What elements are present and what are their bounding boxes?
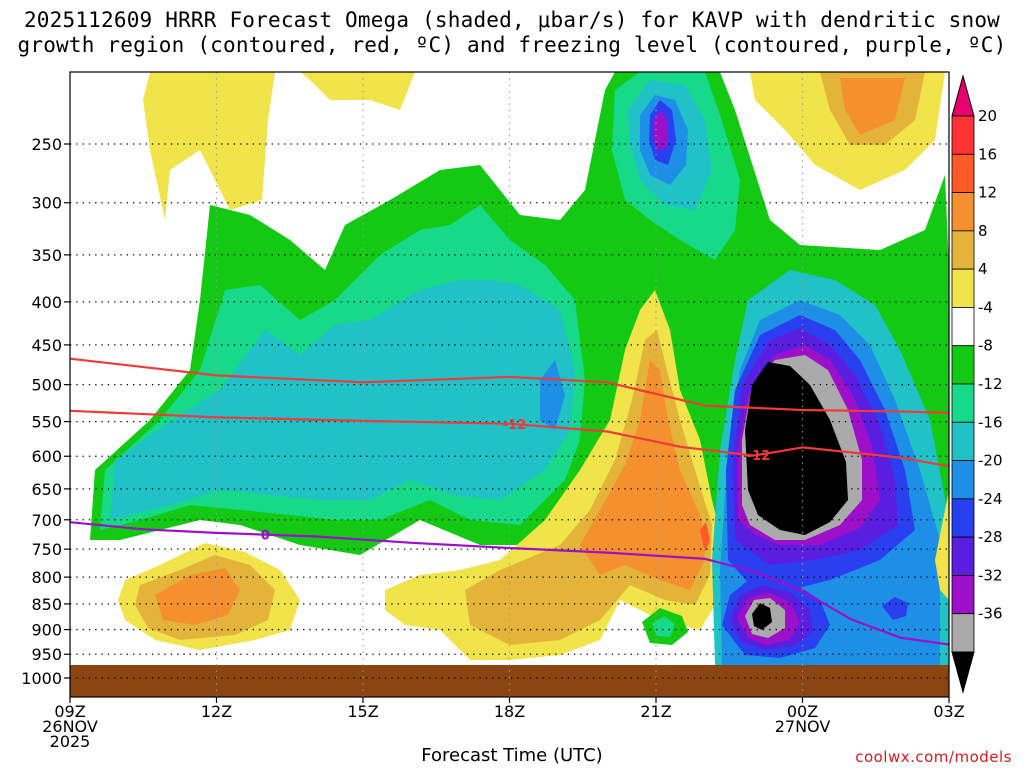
colorbar-swatch bbox=[951, 613, 975, 653]
colorbar-label: -36 bbox=[978, 605, 1003, 623]
colorbar-swatch bbox=[951, 307, 975, 347]
contour-label-freezing: 0 bbox=[261, 529, 270, 544]
field-region-lowlevel-right-darkblue bbox=[882, 597, 908, 620]
field-region-21z-sinking-red bbox=[700, 522, 710, 552]
colorbar-swatch bbox=[951, 575, 975, 615]
field-region-upper-lift-purple bbox=[654, 110, 668, 152]
x-tick-label: 12Z bbox=[201, 702, 232, 721]
y-tick-label: 650 bbox=[31, 480, 62, 499]
y-tick-label: 500 bbox=[31, 376, 62, 395]
chart-title-line2: growth region (contoured, red, ºC) and f… bbox=[17, 33, 1007, 57]
colorbar-swatch bbox=[951, 421, 975, 461]
field-region-upper-right-inner bbox=[840, 78, 905, 135]
colorbar-top-arrow bbox=[951, 74, 975, 117]
x-tick-label: 2025 bbox=[50, 732, 91, 751]
colorbar-label: -24 bbox=[978, 490, 1003, 508]
x-tick-label: 00Z bbox=[787, 702, 818, 721]
y-tick-label: 1000 bbox=[21, 669, 62, 688]
field-region-upper-left-sinking bbox=[143, 72, 275, 220]
colorbar-label: 12 bbox=[978, 184, 997, 202]
colorbar-label: 8 bbox=[978, 222, 988, 240]
field-region-lowlevel-sinking-orange bbox=[155, 568, 240, 625]
colorbar-swatch bbox=[951, 153, 975, 193]
field-region-lowlevel-lift-black bbox=[752, 603, 772, 630]
x-tick-label: 21Z bbox=[640, 702, 671, 721]
y-tick-label: 400 bbox=[31, 293, 62, 312]
y-tick-label: 450 bbox=[31, 336, 62, 355]
y-tick-label: 850 bbox=[31, 595, 62, 614]
field-region-mid-lift-cyan bbox=[110, 280, 575, 520]
x-tick-label: 18Z bbox=[494, 702, 525, 721]
colorbar-label: 4 bbox=[978, 260, 988, 278]
y-tick-label: 300 bbox=[31, 194, 62, 213]
colorbar-swatch bbox=[951, 345, 975, 385]
y-tick-label: 700 bbox=[31, 511, 62, 530]
contour-label-dendritic: -12 bbox=[747, 449, 771, 464]
chart-title-line1: 2025112609 HRRR Forecast Omega (shaded, … bbox=[23, 8, 1001, 32]
y-tick-label: 250 bbox=[31, 135, 62, 154]
y-tick-label: 750 bbox=[31, 540, 62, 559]
x-tick-label: 26NOV bbox=[42, 717, 98, 736]
y-tick-label: 900 bbox=[31, 621, 62, 640]
colorbar-label: 20 bbox=[978, 107, 997, 125]
contour-line bbox=[70, 409, 949, 468]
x-tick-label: 15Z bbox=[347, 702, 378, 721]
y-tick-label: 600 bbox=[31, 447, 62, 466]
colorbar-label: -8 bbox=[978, 337, 993, 355]
field-region-right-edge-yellow bbox=[935, 490, 949, 600]
x-tick-label: 27NOV bbox=[775, 717, 831, 736]
colorbar-label: 16 bbox=[978, 145, 997, 163]
field-region-upper-mid-sinking bbox=[300, 72, 415, 110]
contour-line bbox=[70, 357, 949, 414]
colorbar-label: -32 bbox=[978, 566, 1003, 584]
y-tick-label: 350 bbox=[31, 246, 62, 265]
credit-link[interactable]: coolwx.com/models bbox=[855, 748, 1012, 766]
pressure-axis: 250 300 350 400 450 500 550 600 650 700 750 800 850 9… bbox=[21, 135, 70, 688]
contour-lines: -12 -12 0 bbox=[70, 357, 949, 646]
colorbar-swatch bbox=[951, 460, 975, 500]
contour-line bbox=[70, 521, 949, 646]
colorbar-label: -20 bbox=[978, 452, 1003, 470]
colorbar-swatch bbox=[951, 192, 975, 232]
x-axis-title: Forecast Time (UTC) bbox=[421, 745, 603, 766]
field-region-21z-sinking-orange bbox=[580, 360, 705, 590]
colorbar-swatch bbox=[951, 498, 975, 538]
colorbar-label: -16 bbox=[978, 413, 1003, 431]
y-tick-label: 550 bbox=[31, 413, 62, 432]
omega-shaded-field bbox=[70, 72, 949, 697]
y-tick-label: 800 bbox=[31, 568, 62, 587]
colorbar-swatch bbox=[951, 230, 975, 270]
colorbar-swatch bbox=[951, 383, 975, 423]
y-tick-label: 950 bbox=[31, 645, 62, 664]
colorbar-label: -12 bbox=[978, 375, 1003, 393]
colorbar-label: -4 bbox=[978, 298, 993, 316]
field-region-mid-lift-blue bbox=[540, 360, 565, 430]
below-ground-surface bbox=[70, 665, 949, 697]
field-region-21z-lowlevel-lift-teal bbox=[652, 616, 675, 637]
x-tick-label: 09Z bbox=[54, 702, 85, 721]
colorbar-bottom-arrow bbox=[951, 651, 975, 694]
contour-label-dendritic: -12 bbox=[503, 418, 527, 433]
colorbar-swatch bbox=[951, 268, 975, 308]
colorbar-swatch bbox=[951, 536, 975, 576]
x-tick-label: 03Z bbox=[933, 702, 964, 721]
colorbar-label: -28 bbox=[978, 528, 1003, 546]
colorbar: 20 16 12 8 4 -4 -8 -12 -16 -20 -24 -28 -32 -36 bbox=[951, 74, 1003, 694]
colorbar-swatch bbox=[951, 115, 975, 155]
